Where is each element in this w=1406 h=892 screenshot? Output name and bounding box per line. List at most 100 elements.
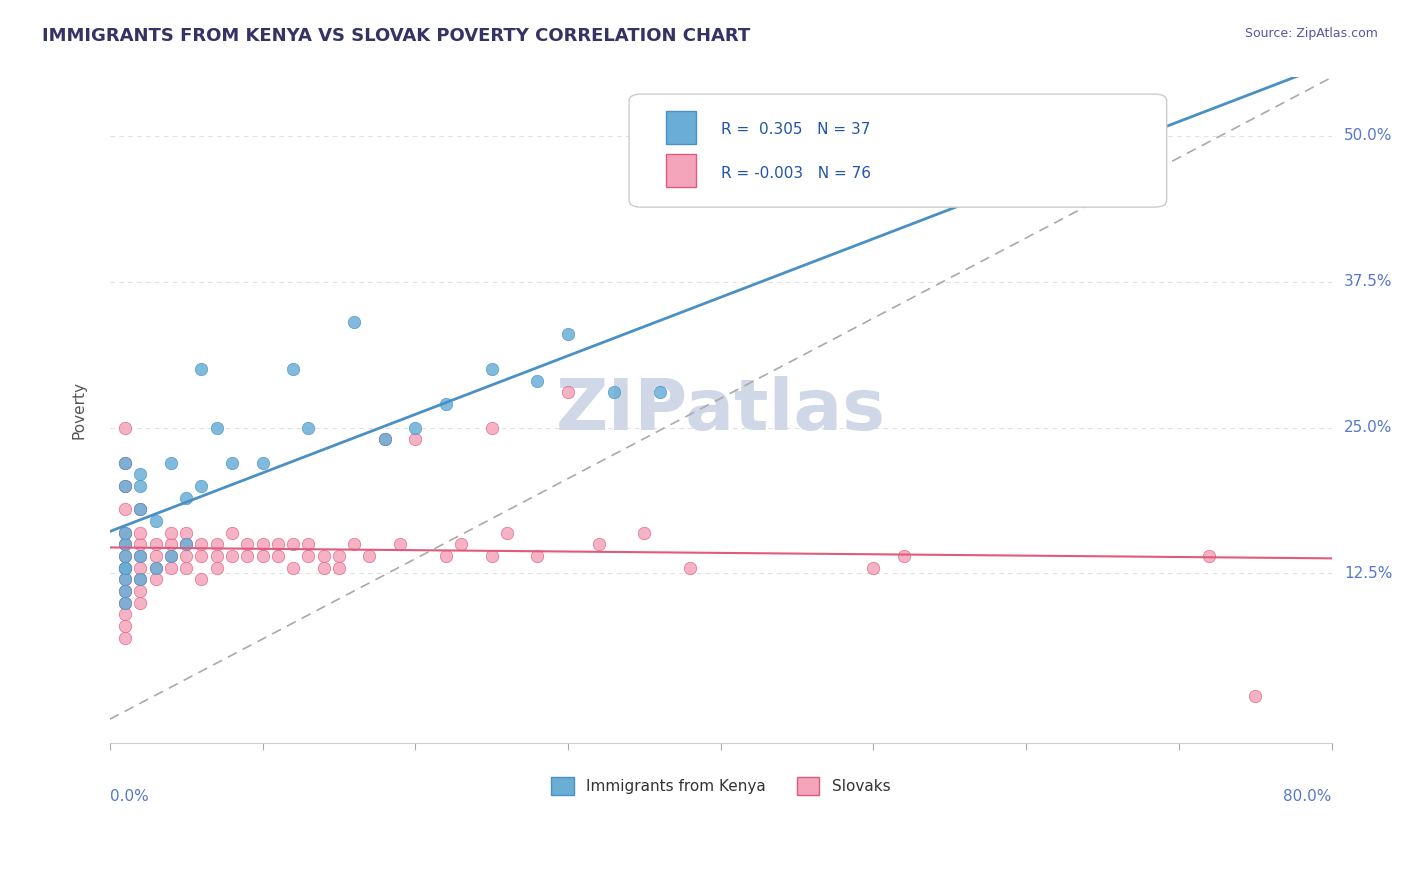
Point xyxy=(160,537,183,551)
Point xyxy=(129,525,152,540)
Point xyxy=(190,549,212,563)
Point xyxy=(221,525,243,540)
Point xyxy=(174,537,197,551)
Text: 80.0%: 80.0% xyxy=(1284,789,1331,804)
Point xyxy=(328,560,350,574)
Point xyxy=(679,560,702,574)
Point xyxy=(190,362,212,376)
Point xyxy=(174,549,197,563)
Text: R =  0.305   N = 37: R = 0.305 N = 37 xyxy=(721,122,870,136)
Legend: Immigrants from Kenya, Slovaks: Immigrants from Kenya, Slovaks xyxy=(546,771,897,801)
Point xyxy=(648,385,671,400)
Point xyxy=(404,432,426,446)
Point xyxy=(114,595,136,609)
Point xyxy=(160,549,183,563)
Point xyxy=(297,549,319,563)
Point xyxy=(236,537,259,551)
Point xyxy=(252,537,274,551)
Point xyxy=(374,432,396,446)
Point xyxy=(114,537,136,551)
Point xyxy=(281,362,304,376)
Point xyxy=(114,560,136,574)
Point xyxy=(343,316,366,330)
Point xyxy=(603,385,626,400)
Point xyxy=(359,549,381,563)
Point xyxy=(312,560,335,574)
Point xyxy=(526,549,548,563)
Point xyxy=(114,502,136,516)
Point xyxy=(190,572,212,586)
FancyBboxPatch shape xyxy=(666,111,696,144)
Point xyxy=(190,479,212,493)
Point xyxy=(526,374,548,388)
Point xyxy=(190,537,212,551)
FancyBboxPatch shape xyxy=(628,94,1167,207)
Point xyxy=(145,560,167,574)
Point xyxy=(205,560,228,574)
Point xyxy=(114,560,136,574)
Point xyxy=(129,560,152,574)
Point xyxy=(174,537,197,551)
Point xyxy=(297,420,319,434)
Point xyxy=(129,479,152,493)
Point xyxy=(328,549,350,563)
Point xyxy=(252,549,274,563)
Point xyxy=(174,525,197,540)
Text: IMMIGRANTS FROM KENYA VS SLOVAK POVERTY CORRELATION CHART: IMMIGRANTS FROM KENYA VS SLOVAK POVERTY … xyxy=(42,27,751,45)
Point xyxy=(114,572,136,586)
Point xyxy=(114,583,136,598)
Point xyxy=(1244,689,1267,703)
Point xyxy=(145,560,167,574)
Point xyxy=(114,537,136,551)
Point xyxy=(114,631,136,645)
Point xyxy=(114,583,136,598)
Point xyxy=(114,595,136,609)
Text: ZIPatlas: ZIPatlas xyxy=(555,376,886,444)
Text: R = -0.003   N = 76: R = -0.003 N = 76 xyxy=(721,167,870,181)
Point xyxy=(862,560,884,574)
Point xyxy=(312,549,335,563)
Text: 12.5%: 12.5% xyxy=(1344,566,1392,581)
Point xyxy=(281,560,304,574)
Point xyxy=(343,537,366,551)
Point xyxy=(1198,549,1220,563)
Point xyxy=(114,619,136,633)
Point xyxy=(129,537,152,551)
Point xyxy=(114,420,136,434)
Point xyxy=(129,549,152,563)
Text: 25.0%: 25.0% xyxy=(1344,420,1392,435)
Point xyxy=(145,572,167,586)
Point xyxy=(114,560,136,574)
Point xyxy=(114,560,136,574)
Point xyxy=(252,456,274,470)
Point xyxy=(297,537,319,551)
Point xyxy=(129,549,152,563)
Point xyxy=(129,502,152,516)
Point xyxy=(267,537,290,551)
Point xyxy=(205,549,228,563)
Point xyxy=(160,525,183,540)
Y-axis label: Poverty: Poverty xyxy=(72,381,86,439)
Point xyxy=(267,549,290,563)
Point xyxy=(114,479,136,493)
Point xyxy=(389,537,412,551)
Point xyxy=(145,549,167,563)
Point xyxy=(481,362,503,376)
Point xyxy=(557,385,579,400)
Point xyxy=(114,456,136,470)
Point xyxy=(404,420,426,434)
Point xyxy=(160,456,183,470)
Point xyxy=(129,467,152,482)
Point xyxy=(633,525,655,540)
Point xyxy=(205,420,228,434)
Point xyxy=(114,479,136,493)
Point xyxy=(893,549,915,563)
Point xyxy=(114,572,136,586)
Point xyxy=(434,549,457,563)
Point xyxy=(481,549,503,563)
Point xyxy=(114,549,136,563)
Point xyxy=(114,607,136,622)
Point xyxy=(114,525,136,540)
Point xyxy=(114,456,136,470)
Point xyxy=(145,514,167,528)
